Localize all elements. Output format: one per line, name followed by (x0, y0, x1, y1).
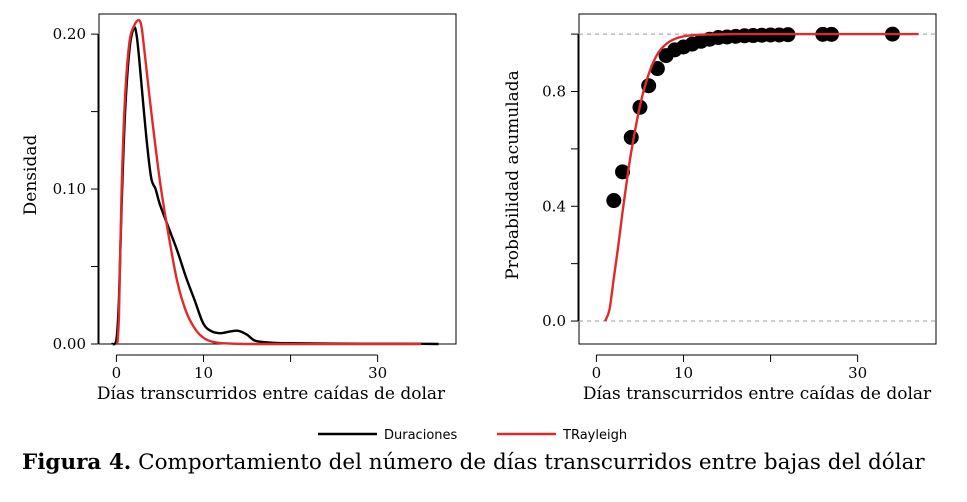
cdf-axes: 0 10 30 0.0 0.4 0.8 (542, 33, 936, 382)
legend-label-trayleigh: TRayleigh (562, 428, 627, 443)
density-x-tick-label: 30 (368, 364, 387, 382)
density-axes: 0 10 30 0.00 0.10 0.20 (53, 25, 456, 382)
cdf-plot-frame (578, 13, 937, 345)
cdf-x-axis-label: Días transcurridos entre caídas de dolar (583, 384, 932, 404)
cdf-y-tick-label: 0.0 (542, 312, 566, 330)
density-line-trayleigh (116, 18, 422, 346)
density-y-axis-label: Densidad (21, 135, 41, 216)
cdf-y-axis-label: Probabilidad acumulada (503, 70, 523, 280)
density-panel: 0 10 30 0.00 0.10 0.20 Días transcurridos ent… (21, 13, 457, 404)
cdf-x-tick-label: 30 (848, 364, 867, 382)
cdf-point-duraciones (615, 164, 631, 180)
cdf-panel: 0 10 30 0.0 0.4 0.8 Días transcurridos entre … (503, 13, 937, 404)
cdf-y-tick-label: 0.8 (542, 82, 566, 100)
cdf-point-duraciones (623, 129, 639, 145)
figure-caption: Figura 4. Comportamiento del número de d… (22, 450, 962, 475)
density-y-tick-label: 0.10 (53, 180, 86, 198)
cdf-y-tick-label: 0.4 (542, 197, 566, 215)
legend: Duraciones TRayleigh (318, 428, 627, 443)
cdf-x-tick-label: 0 (592, 364, 602, 382)
density-x-tick-label: 0 (112, 364, 122, 382)
cdf-x-tick-label: 10 (674, 364, 693, 382)
cdf-line-trayleigh (604, 32, 919, 322)
legend-label-duraciones: Duraciones (384, 428, 458, 443)
cdf-point-duraciones (606, 193, 622, 209)
cdf-point-duraciones (649, 61, 665, 77)
density-series (111, 18, 439, 346)
density-x-axis-label: Días transcurridos entre caídas de dolar (97, 384, 446, 404)
caption-text: Comportamiento del número de días transc… (131, 450, 925, 475)
density-y-tick-label: 0.20 (53, 25, 86, 43)
cdf-series (604, 26, 919, 322)
density-y-tick-label: 0.00 (53, 335, 86, 353)
caption-lead: Figura 4. (22, 450, 132, 475)
density-x-tick-label: 10 (194, 364, 213, 382)
